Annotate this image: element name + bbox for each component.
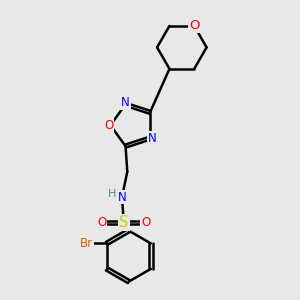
Text: O: O	[141, 216, 150, 229]
Text: N: N	[118, 190, 126, 203]
Text: N: N	[148, 132, 156, 145]
Text: O: O	[189, 20, 200, 32]
Text: H: H	[108, 189, 116, 199]
Text: O: O	[97, 216, 106, 229]
Text: S: S	[119, 215, 128, 230]
Text: N: N	[121, 96, 130, 109]
Text: Br: Br	[80, 237, 93, 250]
Text: O: O	[104, 119, 113, 132]
